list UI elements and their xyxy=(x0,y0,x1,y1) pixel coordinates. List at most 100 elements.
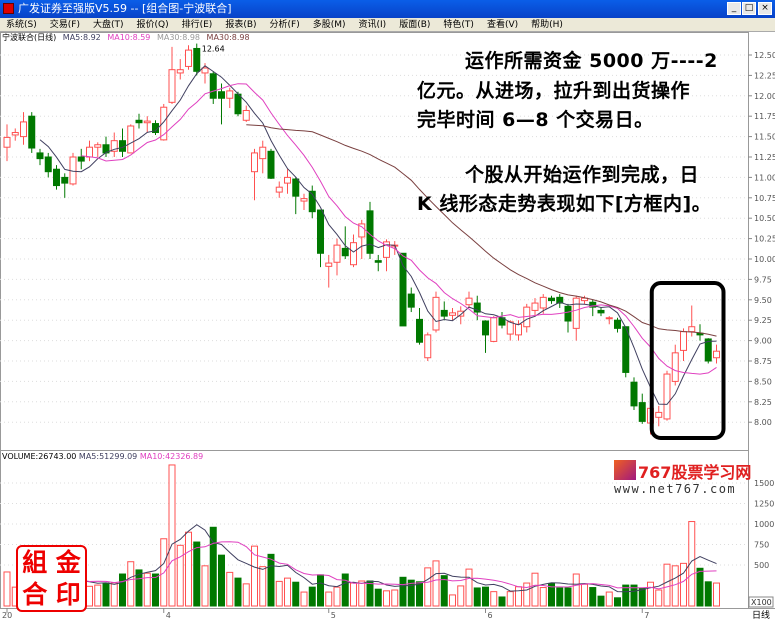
volume-bar-up xyxy=(143,572,151,607)
menu-market[interactable]: 大盘(T) xyxy=(92,20,124,30)
candle-up xyxy=(11,132,19,136)
candle-up xyxy=(143,120,151,124)
volume-bar-down xyxy=(416,581,423,607)
menu-layout[interactable]: 版面(B) xyxy=(399,20,431,30)
price-tick-label: 10.25 xyxy=(754,235,775,244)
menu-trade[interactable]: 交易(F) xyxy=(49,20,80,30)
menu-quote[interactable]: 报价(Q) xyxy=(136,20,169,30)
volume-tick-label: 500 xyxy=(754,561,769,570)
candle-up xyxy=(185,49,192,67)
annotation-line-5: K 线形态走势表现如下[方框内]。 xyxy=(417,193,712,215)
candle-down xyxy=(407,293,415,308)
maximize-button[interactable]: □ xyxy=(742,2,756,15)
ma5-value: MA5:8.92 xyxy=(62,33,101,42)
volume-bar-down xyxy=(638,587,646,607)
candle-down xyxy=(193,47,201,72)
volume-bar-up xyxy=(515,586,522,607)
candle-down xyxy=(440,309,448,317)
volume-bar-down xyxy=(564,587,572,607)
candle-up xyxy=(539,296,547,309)
volume-bar-down xyxy=(218,554,225,607)
menu-system[interactable]: 系统(S) xyxy=(6,20,37,30)
volume-bar-down xyxy=(630,584,638,607)
price-tick-label: 10.00 xyxy=(754,255,775,264)
volume-bar-down xyxy=(440,575,448,607)
minimize-button[interactable]: _ xyxy=(727,2,741,15)
volume-bar-up xyxy=(539,587,547,607)
price-tick-label: 9.00 xyxy=(754,337,772,346)
candle-up xyxy=(680,331,687,351)
candle-down xyxy=(399,252,407,327)
candle-up xyxy=(358,223,366,238)
volume-bar-up xyxy=(176,544,184,607)
volume-bar-up xyxy=(581,583,588,607)
ma10-line xyxy=(81,83,717,375)
menu-report[interactable]: 报表(B) xyxy=(225,20,257,30)
volume-bar-up xyxy=(259,566,267,607)
time-tick-label: 6 xyxy=(488,611,493,620)
logo-title: 767股票学习网 xyxy=(638,463,752,482)
candle-down xyxy=(614,319,621,329)
candle-down xyxy=(548,297,555,302)
menu-news[interactable]: 资讯(I) xyxy=(358,20,387,30)
candle-up xyxy=(201,67,209,74)
volume-bar-down xyxy=(482,586,489,607)
price-tick-label: 8.75 xyxy=(754,357,772,366)
volume-bar-down xyxy=(292,581,300,607)
time-tick-label: 4 xyxy=(166,611,171,620)
volume-bar-up xyxy=(383,590,390,607)
candle-down xyxy=(473,302,481,313)
price-tick-label: 12.25 xyxy=(754,71,775,80)
volume-bar-up xyxy=(3,571,11,607)
volume-tick-label: 1500 xyxy=(754,479,774,488)
annotation-line-1: 运作所需资金 5000 万----2 xyxy=(465,50,718,72)
highlight-box xyxy=(649,281,726,440)
candle-up xyxy=(110,140,118,152)
ma30-value-b: MA30:8.98 xyxy=(206,33,250,42)
volume-indicator-line: VOLUME:26743.00 MA5:51299.09 MA10:42326.… xyxy=(2,452,203,461)
window-title: 广发证券至强版V5.59 -- [组合图-宁波联合] xyxy=(18,2,232,15)
candle-up xyxy=(242,109,250,121)
volume-bar-down xyxy=(704,581,712,607)
volume-bar-down xyxy=(102,582,110,607)
volume-bar-down xyxy=(473,587,481,607)
volume-bar-up xyxy=(284,577,291,607)
volume-bar-up xyxy=(110,582,118,607)
candle-up xyxy=(275,186,283,193)
volume-bar-up xyxy=(688,521,696,607)
candle-up xyxy=(713,350,720,359)
candle-down xyxy=(597,309,605,314)
candle-up xyxy=(259,146,267,160)
volume-bar-up xyxy=(647,581,654,607)
volume-bar-down xyxy=(597,595,605,607)
volume-bar-down xyxy=(308,586,316,607)
price-tick-label: 8.25 xyxy=(754,398,772,407)
candle-down xyxy=(308,190,316,213)
close-button[interactable]: × xyxy=(758,2,772,15)
menu-ranking[interactable]: 排行(E) xyxy=(181,20,213,30)
menu-view[interactable]: 查看(V) xyxy=(486,20,519,30)
candle-up xyxy=(424,334,432,359)
volume-bar-up xyxy=(490,591,498,607)
candle-up xyxy=(284,176,291,184)
menu-analysis[interactable]: 分析(F) xyxy=(269,20,300,30)
price-tick-label: 9.75 xyxy=(754,275,772,284)
menu-features[interactable]: 特色(T) xyxy=(443,20,474,30)
price-tick-label: 10.50 xyxy=(754,214,775,223)
candle-up xyxy=(490,317,498,342)
candle-down xyxy=(317,209,324,254)
ma5-line xyxy=(39,65,717,405)
candle-up xyxy=(383,241,390,258)
candle-down xyxy=(564,305,572,322)
volume-tick-label: 750 xyxy=(754,541,769,550)
volume-ma5: MA5:51299.09 xyxy=(78,452,138,461)
candle-down xyxy=(218,91,225,99)
volume-bar-up xyxy=(275,580,283,607)
candle-down xyxy=(234,93,242,115)
candle-down xyxy=(556,296,564,304)
volume-bar-down xyxy=(193,541,201,607)
menu-multi-stock[interactable]: 多股(M) xyxy=(312,20,346,30)
candle-up xyxy=(506,321,514,335)
menu-help[interactable]: 帮助(H) xyxy=(531,20,563,30)
